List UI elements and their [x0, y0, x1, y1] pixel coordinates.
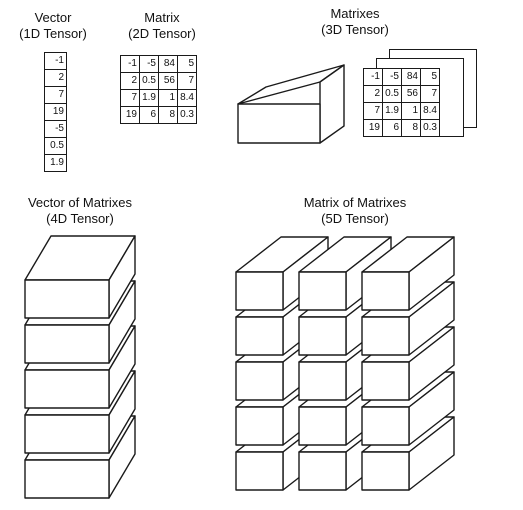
matrix3d-cell: 8 — [401, 119, 421, 137]
tensor5d-cuboid — [298, 236, 392, 311]
matrix-table: -1 -5 84 5 2 0.5 56 7 7 1.9 1 8.4 19 6 8 0.3 — [120, 55, 197, 124]
cuboid-front-face — [237, 103, 321, 144]
tensor5d-cuboid-front — [298, 451, 347, 491]
vector-cell: 1.9 — [44, 154, 67, 172]
tensor5d-cuboid-front — [361, 271, 410, 311]
matrix-caption: Matrix (2D Tensor) — [112, 10, 212, 42]
matrixes-subtitle: (3D Tensor) — [321, 22, 389, 37]
tensor5d-title: Matrix of Matrixes — [303, 195, 407, 210]
tensor5d-cuboid — [235, 236, 329, 311]
matrix3d-row: 2 0.5 56 7 — [363, 85, 440, 103]
tensor5d-cuboid-front — [361, 361, 410, 401]
vector-row: 1.9 — [44, 154, 67, 172]
tensor5d-cuboid — [361, 236, 455, 311]
tensor5d-cuboid-front — [298, 271, 347, 311]
tensor5d-cuboid-front — [235, 316, 284, 356]
tensor4d-subtitle: (4D Tensor) — [46, 211, 114, 226]
vector-row: -1 — [44, 52, 67, 70]
matrix-title: Matrix — [144, 10, 180, 25]
tensor5d-cuboid-front — [298, 361, 347, 401]
tensor5d-caption: Matrix of Matrixes (5D Tensor) — [280, 195, 430, 227]
tensor5d-cuboid-front — [235, 361, 284, 401]
tensor4d-caption: Vector of Matrixes (4D Tensor) — [5, 195, 155, 227]
tensor4d-cuboid-front — [24, 324, 110, 364]
vector-cell: -1 — [44, 52, 67, 70]
tensor4d-cuboid-front — [24, 369, 110, 409]
tensor5d-subtitle: (5D Tensor) — [321, 211, 389, 226]
tensor5d-cuboid-front — [361, 406, 410, 446]
matrix-row: 19 6 8 0.3 — [120, 106, 197, 124]
matrix-row: 2 0.5 56 7 — [120, 72, 197, 90]
matrixes-title: Matrixes — [330, 6, 380, 21]
tensor4d-cuboid-front — [24, 279, 110, 319]
tensor4d-title: Vector of Matrixes — [27, 195, 133, 210]
matrix3d-cell: 0.3 — [420, 119, 440, 137]
matrixes-caption: Matrixes (3D Tensor) — [305, 6, 405, 38]
matrix-subtitle: (2D Tensor) — [128, 26, 196, 41]
tensor4d-cuboid-front — [24, 414, 110, 454]
tensor4d-cuboid — [24, 235, 136, 319]
cuboid-3d — [237, 64, 345, 144]
vector-title: Vector — [34, 10, 72, 25]
tensor4d-cuboid-front — [24, 459, 110, 499]
tensor5d-cuboid-front — [298, 316, 347, 356]
vector-subtitle: (1D Tensor) — [19, 26, 87, 41]
matrix-cell: 0.3 — [177, 106, 197, 124]
tensor5d-cuboid-front — [235, 406, 284, 446]
vector-table: -1 2 7 19 -5 0.5 1.9 — [44, 52, 67, 172]
tensor5d-cuboid-front — [298, 406, 347, 446]
vector-caption: Vector (1D Tensor) — [13, 10, 93, 42]
matrix3d-row: 19 6 8 0.3 — [363, 119, 440, 137]
matrix-row: 7 1.9 1 8.4 — [120, 89, 197, 107]
tensor5d-cuboid-front — [361, 316, 410, 356]
matrix-cell: 5 — [177, 55, 197, 73]
tensor5d-cuboid-front — [235, 271, 284, 311]
tensor5d-cuboid-front — [235, 451, 284, 491]
matrix-sheet-front: -1 -5 84 5 2 0.5 56 7 7 1.9 1 8.4 19 6 8 0.3 — [363, 68, 440, 137]
tensor5d-cuboid-front — [361, 451, 410, 491]
matrix3d-row: 7 1.9 1 8.4 — [363, 102, 440, 120]
